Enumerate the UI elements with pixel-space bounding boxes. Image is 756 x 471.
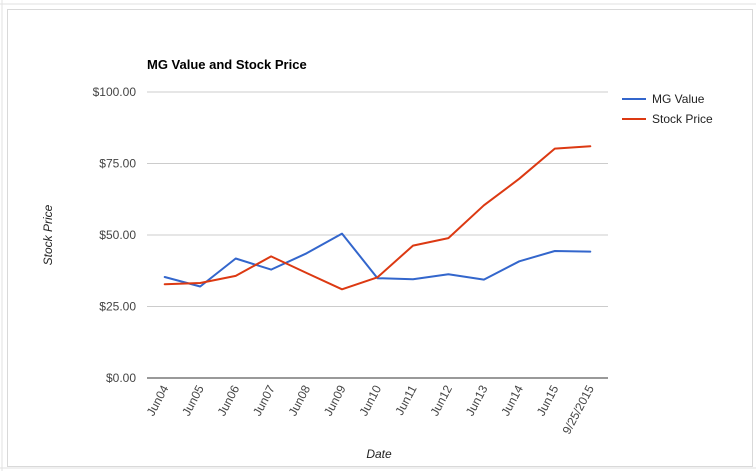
x-tick-label: Jun13 [463, 383, 491, 419]
x-tick-label: Jun06 [215, 383, 243, 419]
x-tick-label: Jun15 [534, 383, 562, 419]
x-tick-label: 9/25/2015 [559, 383, 597, 437]
x-tick-label: Jun04 [144, 383, 172, 419]
legend-entry-label: MG Value [652, 92, 705, 106]
x-tick-label: Jun09 [321, 383, 349, 419]
x-tick-label: Jun05 [179, 383, 207, 419]
y-tick-label: $25.00 [99, 300, 136, 314]
x-axis-label: Date [366, 447, 392, 461]
y-tick-label: $50.00 [99, 228, 136, 242]
chart-title: MG Value and Stock Price [147, 57, 307, 72]
x-tick-label: Jun10 [356, 383, 384, 419]
x-tick-label: Jun12 [427, 383, 455, 419]
y-tick-label: $75.00 [99, 157, 136, 171]
legend-entry-label: Stock Price [652, 112, 713, 126]
x-tick-label: Jun08 [286, 383, 314, 419]
x-tick-label: Jun07 [250, 383, 278, 419]
y-tick-label: $0.00 [106, 371, 136, 385]
chart-container[interactable] [7, 9, 753, 467]
y-tick-label: $100.00 [93, 85, 137, 99]
legend[interactable]: MG Value Stock Price [622, 92, 713, 126]
series-line-stock-price[interactable] [163, 145, 592, 291]
x-tick-label: Jun14 [498, 383, 526, 419]
y-axis-label: Stock Price [41, 204, 55, 265]
series-line-mg-value[interactable] [163, 232, 592, 288]
x-tick-label: Jun11 [392, 383, 419, 418]
